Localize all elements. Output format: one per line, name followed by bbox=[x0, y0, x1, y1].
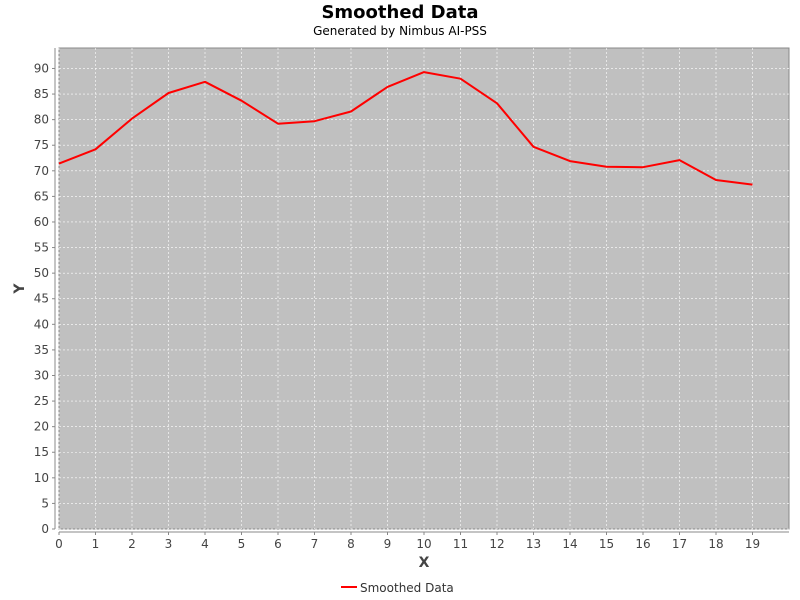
y-tick-label: 10 bbox=[34, 471, 49, 485]
y-tick-label: 25 bbox=[34, 394, 49, 408]
y-tick-label: 5 bbox=[41, 496, 49, 510]
x-tick-label: 6 bbox=[274, 537, 282, 551]
legend: Smoothed Data bbox=[341, 581, 454, 595]
series-line bbox=[58, 71, 753, 186]
y-tick-label: 70 bbox=[34, 164, 49, 178]
x-tick-label: 1 bbox=[92, 537, 100, 551]
x-tick-label: 2 bbox=[128, 537, 136, 551]
chart-title: Smoothed Data bbox=[321, 2, 479, 23]
y-tick-label: 15 bbox=[34, 445, 49, 459]
legend-item: Smoothed Data bbox=[341, 581, 454, 595]
y-axis-ticks: 0 5 10 15 20 25 30 35 40 45 50 55 60 65 70 75 80 85 90 bbox=[34, 61, 55, 536]
x-tick-label: 3 bbox=[165, 537, 173, 551]
y-tick-label: 35 bbox=[34, 343, 49, 357]
x-tick-label: 9 bbox=[384, 537, 392, 551]
x-tick-label: 7 bbox=[311, 537, 319, 551]
y-tick-label: 90 bbox=[34, 61, 49, 75]
y-tick-label: 55 bbox=[34, 241, 49, 255]
y-tick-label: 30 bbox=[34, 368, 49, 382]
gridlines bbox=[58, 48, 789, 530]
y-tick-label: 85 bbox=[34, 87, 49, 101]
x-tick-label: 8 bbox=[347, 537, 355, 551]
x-tick-label: 19 bbox=[745, 537, 760, 551]
series-layer bbox=[58, 71, 753, 186]
x-tick-label: 0 bbox=[55, 537, 63, 551]
x-tick-label: 12 bbox=[489, 537, 504, 551]
x-tick-label: 17 bbox=[672, 537, 687, 551]
x-tick-label: 13 bbox=[526, 537, 541, 551]
x-tick-label: 14 bbox=[562, 537, 577, 551]
y-tick-label: 80 bbox=[34, 113, 49, 127]
chart-subtitle: Generated by Nimbus AI-PSS bbox=[313, 24, 487, 38]
x-tick-label: 5 bbox=[238, 537, 246, 551]
y-tick-label: 0 bbox=[41, 522, 49, 536]
y-tick-label: 45 bbox=[34, 292, 49, 306]
x-axis-label: X bbox=[419, 555, 430, 571]
x-tick-label: 15 bbox=[599, 537, 614, 551]
y-tick-label: 60 bbox=[34, 215, 49, 229]
x-tick-label: 10 bbox=[416, 537, 431, 551]
y-tick-label: 75 bbox=[34, 138, 49, 152]
y-tick-label: 40 bbox=[34, 317, 49, 331]
y-tick-label: 50 bbox=[34, 266, 49, 280]
y-axis-label: Y bbox=[12, 283, 28, 295]
x-axis-ticks: 0 1 2 3 4 5 6 7 8 9 10 11 12 13 14 15 16 17 18 19 bbox=[55, 532, 760, 551]
x-tick-label: 18 bbox=[708, 537, 723, 551]
legend-label: Smoothed Data bbox=[360, 581, 454, 595]
x-tick-label: 16 bbox=[635, 537, 650, 551]
y-tick-label: 20 bbox=[34, 420, 49, 434]
x-tick-label: 4 bbox=[201, 537, 209, 551]
y-tick-label: 65 bbox=[34, 189, 49, 203]
x-tick-label: 11 bbox=[453, 537, 468, 551]
